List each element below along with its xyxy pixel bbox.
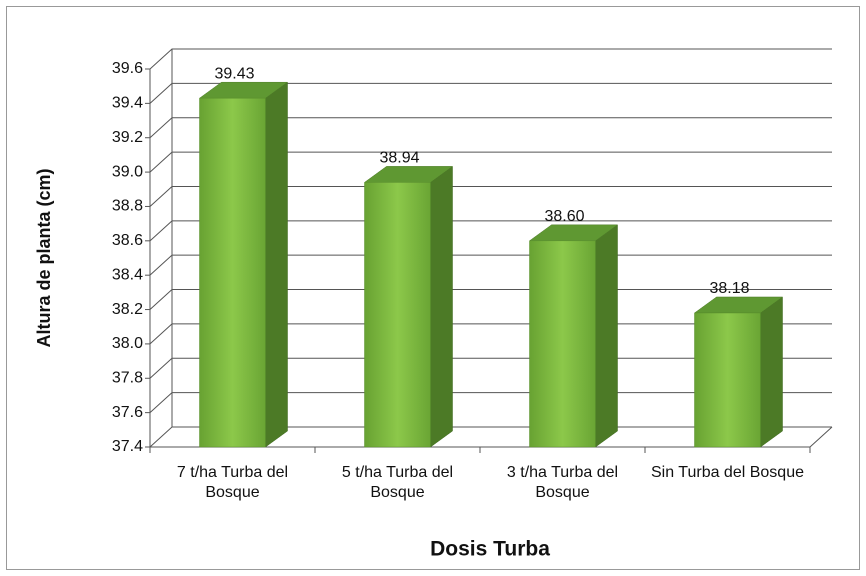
y-tick-label: 38.6 xyxy=(112,232,143,249)
grid-line xyxy=(149,82,832,104)
bar-side xyxy=(595,224,618,448)
grid-line xyxy=(149,117,832,139)
bar xyxy=(364,182,431,448)
y-tick-label: 39.0 xyxy=(112,163,143,180)
y-tick-label: 37.4 xyxy=(112,438,143,455)
y-tick-label: 38.2 xyxy=(112,301,143,318)
y-axis-title: Altura de planta (cm) xyxy=(34,168,54,347)
data-label: 39.43 xyxy=(214,65,254,82)
bar-side xyxy=(265,81,288,448)
data-label: 38.60 xyxy=(544,208,584,225)
grid-line xyxy=(149,185,832,207)
y-tick-label: 37.6 xyxy=(112,404,143,421)
x-axis-title: Dosis Turba xyxy=(430,538,550,561)
data-label: 38.18 xyxy=(709,280,749,297)
x-tick-label: Sin Turba del Bosque xyxy=(651,464,804,481)
y-tick-label: 38.0 xyxy=(112,335,143,352)
y-tick-label: 38.4 xyxy=(112,266,143,283)
grid-line xyxy=(149,48,832,70)
bar xyxy=(529,240,596,448)
grid-line xyxy=(149,220,832,242)
chart-border xyxy=(6,6,860,570)
data-label: 38.94 xyxy=(379,150,419,167)
y-tick-label: 39.6 xyxy=(112,60,143,77)
x-tick-label: 7 t/ha Turba del Bosque xyxy=(176,464,289,501)
x-tick-label: 3 t/ha Turba del Bosque xyxy=(506,464,619,501)
y-tick-label: 39.4 xyxy=(112,95,143,112)
y-tick-label: 38.8 xyxy=(112,198,143,215)
bar xyxy=(199,97,266,448)
bar-side xyxy=(430,165,453,448)
bar xyxy=(694,312,761,448)
grid-line xyxy=(149,151,832,173)
y-tick-label: 37.8 xyxy=(112,369,143,386)
bar-side xyxy=(760,296,783,448)
x-tick-label: 5 t/ha Turba del Bosque xyxy=(341,464,454,501)
y-tick-label: 39.2 xyxy=(112,129,143,146)
